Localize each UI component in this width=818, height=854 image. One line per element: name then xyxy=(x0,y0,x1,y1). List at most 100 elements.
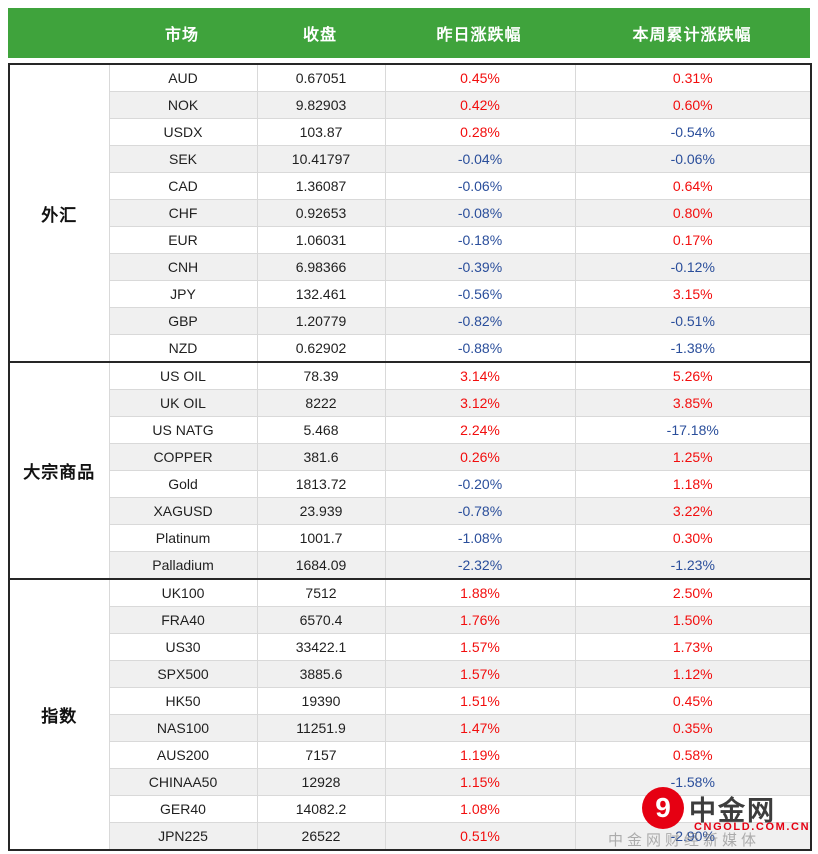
week-change-cell: 1.73% xyxy=(574,633,812,661)
day-change-cell: 3.14% xyxy=(384,361,576,390)
week-change-cell: -0.12% xyxy=(574,253,812,281)
close-cell: 12928 xyxy=(256,768,386,796)
market-cell: Platinum xyxy=(108,524,258,552)
day-change-cell: 0.51% xyxy=(384,822,576,851)
table-row: Palladium 1684.09 -2.32% -1.23% xyxy=(9,551,812,580)
market-cell: HK50 xyxy=(108,687,258,715)
market-cell: US OIL xyxy=(108,361,258,390)
week-change-cell: -0.06% xyxy=(574,145,812,173)
table-row: SPX500 3885.6 1.57% 1.12% xyxy=(9,660,812,688)
week-change-cell: 0.45% xyxy=(574,687,812,715)
market-cell: SEK xyxy=(108,145,258,173)
close-cell: 1.36087 xyxy=(256,172,386,200)
table-row: 外汇 AUD 0.67051 0.45% 0.31% xyxy=(8,63,812,363)
table-row: COPPER 381.6 0.26% 1.25% xyxy=(9,443,812,471)
table-row: SEK 10.41797 -0.04% -0.06% xyxy=(9,145,812,173)
close-cell: 1684.09 xyxy=(256,551,386,580)
section-indices: 指数 UK100 7512 1.88% 2.50% FRA40 6570.4 1.76% 1.5… xyxy=(8,578,812,851)
day-change-cell: 1.57% xyxy=(384,633,576,661)
week-change-cell: 0.64% xyxy=(574,172,812,200)
week-change-cell: -0.54% xyxy=(574,118,812,146)
day-change-cell: -0.18% xyxy=(384,226,576,254)
close-cell: 7157 xyxy=(256,741,386,769)
table-row: 指数 UK100 7512 1.88% 2.50% xyxy=(8,578,812,851)
table-row: NAS100 11251.9 1.47% 0.35% xyxy=(9,714,812,742)
table-row: JPN225 26522 0.51% -2.90% xyxy=(9,822,812,851)
market-cell: GBP xyxy=(108,307,258,335)
market-table: 外汇 AUD 0.67051 0.45% 0.31% NOK 9.82903 0.42% 0.6… xyxy=(8,63,812,851)
close-cell: 1.20779 xyxy=(256,307,386,335)
week-change-cell: -1.38% xyxy=(574,334,812,363)
week-change-cell: -0.51% xyxy=(574,307,812,335)
close-cell: 19390 xyxy=(256,687,386,715)
day-change-cell: 1.08% xyxy=(384,795,576,823)
week-change-cell: 5.26% xyxy=(574,361,812,390)
market-cell: AUS200 xyxy=(108,741,258,769)
table-row: 大宗商品 US OIL 78.39 3.14% 5.26% xyxy=(8,361,812,580)
day-change-cell: -0.88% xyxy=(384,334,576,363)
market-cell: USDX xyxy=(108,118,258,146)
close-cell: 103.87 xyxy=(256,118,386,146)
close-cell: 6.98366 xyxy=(256,253,386,281)
week-change-cell: 0.35% xyxy=(574,714,812,742)
day-change-cell: -0.20% xyxy=(384,470,576,498)
table-row: US30 33422.1 1.57% 1.73% xyxy=(9,633,812,661)
table-row: NOK 9.82903 0.42% 0.60% xyxy=(9,91,812,119)
category-cell: 大宗商品 xyxy=(8,361,110,580)
week-change-cell: 1.18% xyxy=(574,470,812,498)
day-change-cell: -0.08% xyxy=(384,199,576,227)
table-row: XAGUSD 23.939 -0.78% 3.22% xyxy=(9,497,812,525)
week-change-cell: 3.85% xyxy=(574,389,812,417)
day-change-cell: -0.06% xyxy=(384,172,576,200)
close-cell: 33422.1 xyxy=(256,633,386,661)
day-change-cell: 1.15% xyxy=(384,768,576,796)
table-row: USDX 103.87 0.28% -0.54% xyxy=(9,118,812,146)
day-change-cell: 1.51% xyxy=(384,687,576,715)
close-cell: 0.92653 xyxy=(256,199,386,227)
week-change-cell: 1.50% xyxy=(574,606,812,634)
table-row: CHF 0.92653 -0.08% 0.80% xyxy=(9,199,812,227)
market-cell: JPY xyxy=(108,280,258,308)
week-change-cell: -1.23% xyxy=(574,551,812,580)
close-cell: 381.6 xyxy=(256,443,386,471)
market-cell: JPN225 xyxy=(108,822,258,851)
week-change-cell: -2.90% xyxy=(574,822,812,851)
week-change-cell: 0.31% xyxy=(574,63,812,92)
market-cell: Gold xyxy=(108,470,258,498)
day-change-cell: 0.42% xyxy=(384,91,576,119)
market-cell: EUR xyxy=(108,226,258,254)
close-cell: 132.461 xyxy=(256,280,386,308)
market-cell: Palladium xyxy=(108,551,258,580)
column-header-week-change: 本周累计涨跌幅 xyxy=(632,27,752,44)
market-cell: SPX500 xyxy=(108,660,258,688)
day-change-cell: 2.24% xyxy=(384,416,576,444)
week-change-cell: 0.17% xyxy=(574,226,812,254)
day-change-cell: -0.56% xyxy=(384,280,576,308)
table-row: UK OIL 8222 3.12% 3.85% xyxy=(9,389,812,417)
market-cell: UK100 xyxy=(108,578,258,607)
column-header-market: 市场 xyxy=(164,27,199,44)
table-header: 市场 收盘 昨日涨跌幅 本周累计涨跌幅 xyxy=(8,8,810,58)
week-change-cell: 0.80% xyxy=(574,199,812,227)
day-change-cell: 0.28% xyxy=(384,118,576,146)
close-cell: 8222 xyxy=(256,389,386,417)
close-cell: 10.41797 xyxy=(256,145,386,173)
table-row: JPY 132.461 -0.56% 3.15% xyxy=(9,280,812,308)
week-change-cell: 0.30% xyxy=(574,524,812,552)
close-cell: 1813.72 xyxy=(256,470,386,498)
week-change-cell: 1.25% xyxy=(574,443,812,471)
market-cell: CAD xyxy=(108,172,258,200)
column-header-close: 收盘 xyxy=(302,27,337,44)
week-change-cell xyxy=(574,795,812,823)
close-cell: 0.67051 xyxy=(256,63,386,92)
day-change-cell: 1.57% xyxy=(384,660,576,688)
table-row: GER40 14082.2 1.08% xyxy=(9,795,812,823)
day-change-cell: 1.19% xyxy=(384,741,576,769)
day-change-cell: -0.04% xyxy=(384,145,576,173)
week-change-cell: 1.12% xyxy=(574,660,812,688)
market-cell: UK OIL xyxy=(108,389,258,417)
table-row: AUS200 7157 1.19% 0.58% xyxy=(9,741,812,769)
week-change-cell: 3.15% xyxy=(574,280,812,308)
market-cell: CHINAA50 xyxy=(108,768,258,796)
day-change-cell: 1.47% xyxy=(384,714,576,742)
